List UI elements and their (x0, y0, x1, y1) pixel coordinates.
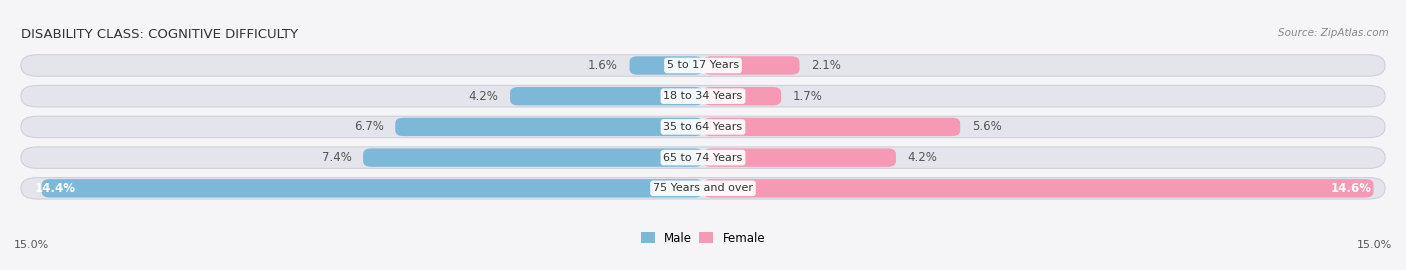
Legend: Male, Female: Male, Female (636, 227, 770, 249)
FancyBboxPatch shape (42, 179, 703, 198)
Text: 1.7%: 1.7% (793, 90, 823, 103)
Text: Source: ZipAtlas.com: Source: ZipAtlas.com (1278, 28, 1389, 38)
Text: 18 to 34 Years: 18 to 34 Years (664, 91, 742, 101)
Text: 35 to 64 Years: 35 to 64 Years (664, 122, 742, 132)
Text: 14.6%: 14.6% (1330, 182, 1371, 195)
Text: 65 to 74 Years: 65 to 74 Years (664, 153, 742, 163)
FancyBboxPatch shape (703, 148, 896, 167)
Text: 4.2%: 4.2% (907, 151, 938, 164)
FancyBboxPatch shape (630, 56, 703, 75)
Text: 5.6%: 5.6% (972, 120, 1001, 133)
Text: 1.6%: 1.6% (588, 59, 619, 72)
Text: 14.4%: 14.4% (35, 182, 76, 195)
Text: 4.2%: 4.2% (468, 90, 499, 103)
FancyBboxPatch shape (21, 55, 1385, 76)
Text: 15.0%: 15.0% (14, 240, 49, 250)
Text: 2.1%: 2.1% (811, 59, 841, 72)
FancyBboxPatch shape (703, 179, 1374, 198)
FancyBboxPatch shape (703, 56, 800, 75)
FancyBboxPatch shape (703, 87, 782, 105)
Text: 75 Years and over: 75 Years and over (652, 183, 754, 193)
FancyBboxPatch shape (703, 118, 960, 136)
FancyBboxPatch shape (21, 147, 1385, 168)
FancyBboxPatch shape (21, 178, 1385, 199)
Text: 6.7%: 6.7% (354, 120, 384, 133)
Text: 5 to 17 Years: 5 to 17 Years (666, 60, 740, 70)
Text: 7.4%: 7.4% (322, 151, 352, 164)
Text: 15.0%: 15.0% (1357, 240, 1392, 250)
FancyBboxPatch shape (21, 85, 1385, 107)
FancyBboxPatch shape (21, 116, 1385, 138)
FancyBboxPatch shape (395, 118, 703, 136)
FancyBboxPatch shape (363, 148, 703, 167)
Text: DISABILITY CLASS: COGNITIVE DIFFICULTY: DISABILITY CLASS: COGNITIVE DIFFICULTY (21, 28, 298, 41)
FancyBboxPatch shape (510, 87, 703, 105)
